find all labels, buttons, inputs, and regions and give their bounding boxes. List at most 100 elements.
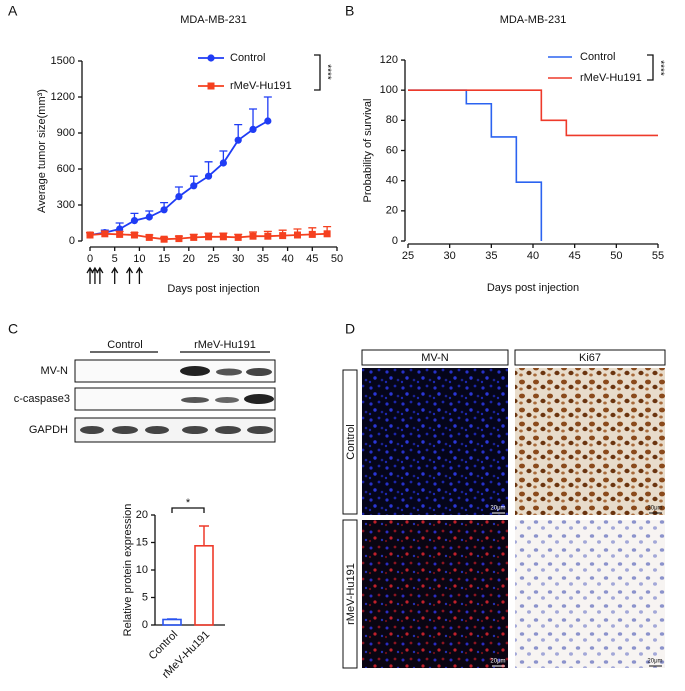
panel-label: D	[345, 321, 355, 337]
y-tick-label: 600	[57, 163, 75, 175]
y-tick-label: 120	[380, 54, 398, 66]
y-tick-label: 80	[386, 114, 398, 126]
x-tick-label: 45	[306, 253, 318, 265]
x-tick-label: 30	[232, 253, 244, 265]
image	[515, 368, 665, 515]
injection-arrow	[91, 266, 99, 284]
significance-bracket	[314, 54, 321, 91]
image	[362, 520, 508, 668]
legend-marker	[207, 54, 215, 62]
y-axis-label: Relative protein expression	[122, 504, 134, 637]
blot-box	[74, 359, 276, 383]
bar	[162, 618, 182, 626]
legend-label: Control	[580, 51, 615, 63]
chart-title: MDA-MB-231	[180, 14, 247, 26]
marker	[130, 217, 139, 225]
group-label: Control	[107, 339, 142, 351]
blot-box	[74, 387, 276, 411]
image	[515, 520, 665, 668]
column-header: MV-N	[421, 352, 449, 364]
marker	[190, 233, 198, 241]
marker	[308, 230, 316, 238]
y-tick-label: 1500	[51, 55, 75, 67]
column-header-box	[361, 349, 509, 366]
legend-marker	[207, 82, 215, 90]
x-tick-label: 55	[652, 250, 664, 262]
marker	[116, 230, 124, 238]
y-tick-label: 900	[57, 127, 75, 139]
error-bar	[263, 96, 272, 121]
panel-label: C	[8, 321, 18, 337]
x-tick-label: 20	[183, 253, 195, 265]
x-tick-label: 30	[444, 250, 456, 262]
marker	[293, 231, 301, 239]
injection-arrow	[135, 266, 143, 284]
x-axis-label: Days post injection	[487, 282, 579, 294]
western-blot: Control rMeV-Hu191 MV-N c-caspase3 GAPDH	[14, 339, 276, 443]
y-tick-label: 100	[380, 84, 398, 96]
x-axis-label: Days post injection	[167, 283, 259, 295]
x-tick-label: 10	[133, 253, 145, 265]
group-label: rMeV-Hu191	[194, 339, 256, 351]
scale-bar-label: 20μm	[490, 659, 505, 665]
marker	[86, 231, 94, 239]
row-label: MV-N	[41, 365, 69, 377]
y-tick-label: 1200	[51, 91, 75, 103]
significance: ****	[321, 64, 332, 80]
scale-bar-label: 20μm	[647, 506, 662, 512]
error-bar	[199, 525, 209, 546]
significance-bracket	[647, 54, 654, 81]
legend-label: rMeV-Hu191	[230, 80, 292, 92]
marker	[145, 233, 153, 241]
y-tick-label: 5	[142, 591, 148, 603]
injection-arrow	[96, 266, 104, 284]
y-tick-label: 60	[386, 144, 398, 156]
bands	[80, 366, 274, 434]
image	[362, 368, 508, 515]
x-tick-label: 5	[112, 253, 118, 265]
y-tick-label: 20	[386, 205, 398, 217]
scale-bar-label: 20μm	[490, 506, 505, 512]
x-tick-label: 40	[527, 250, 539, 262]
marker	[205, 233, 213, 241]
x-tick-label: 0	[87, 253, 93, 265]
marker	[279, 232, 287, 240]
y-tick-label: 15	[136, 536, 148, 548]
y-tick-label: 0	[392, 235, 398, 247]
significance-bracket	[171, 507, 205, 513]
column-header-box	[514, 349, 666, 366]
row-label: c-caspase3	[14, 393, 70, 405]
series-line	[89, 120, 269, 236]
row-header-box	[342, 519, 358, 669]
legend-label: Control	[230, 52, 265, 64]
marker	[130, 231, 138, 239]
y-axis-label: Probability of survival	[362, 99, 374, 203]
marker	[249, 232, 257, 240]
ihc-panel: MV-N Ki67 Control rMeV-Hu191 20μm 20μm 2…	[342, 349, 666, 669]
injection-arrow	[125, 266, 134, 284]
x-tick-label: 45	[569, 250, 581, 262]
y-tick-label: 0	[142, 619, 148, 631]
marker	[145, 213, 153, 221]
panel-label: A	[8, 3, 18, 19]
legend-label: rMeV-Hu191	[580, 72, 642, 84]
marker	[323, 230, 331, 238]
x-tick-label: 35	[485, 250, 497, 262]
survival-line	[408, 89, 658, 137]
marker	[190, 182, 198, 190]
marker	[264, 232, 272, 240]
marker	[101, 230, 109, 238]
row-header: Control	[345, 424, 357, 459]
significance: *	[186, 497, 191, 509]
x-tick-label: 50	[331, 253, 343, 265]
x-tick-label: 25	[402, 250, 414, 262]
scale-bar-label: 20μm	[647, 659, 662, 665]
y-tick-label: 40	[386, 175, 398, 187]
marker	[219, 233, 227, 241]
marker	[204, 172, 213, 180]
x-tick-label: 50	[610, 250, 622, 262]
x-tick-label: 35	[257, 253, 269, 265]
x-tick-label: 15	[158, 253, 170, 265]
blot-box	[74, 417, 276, 443]
